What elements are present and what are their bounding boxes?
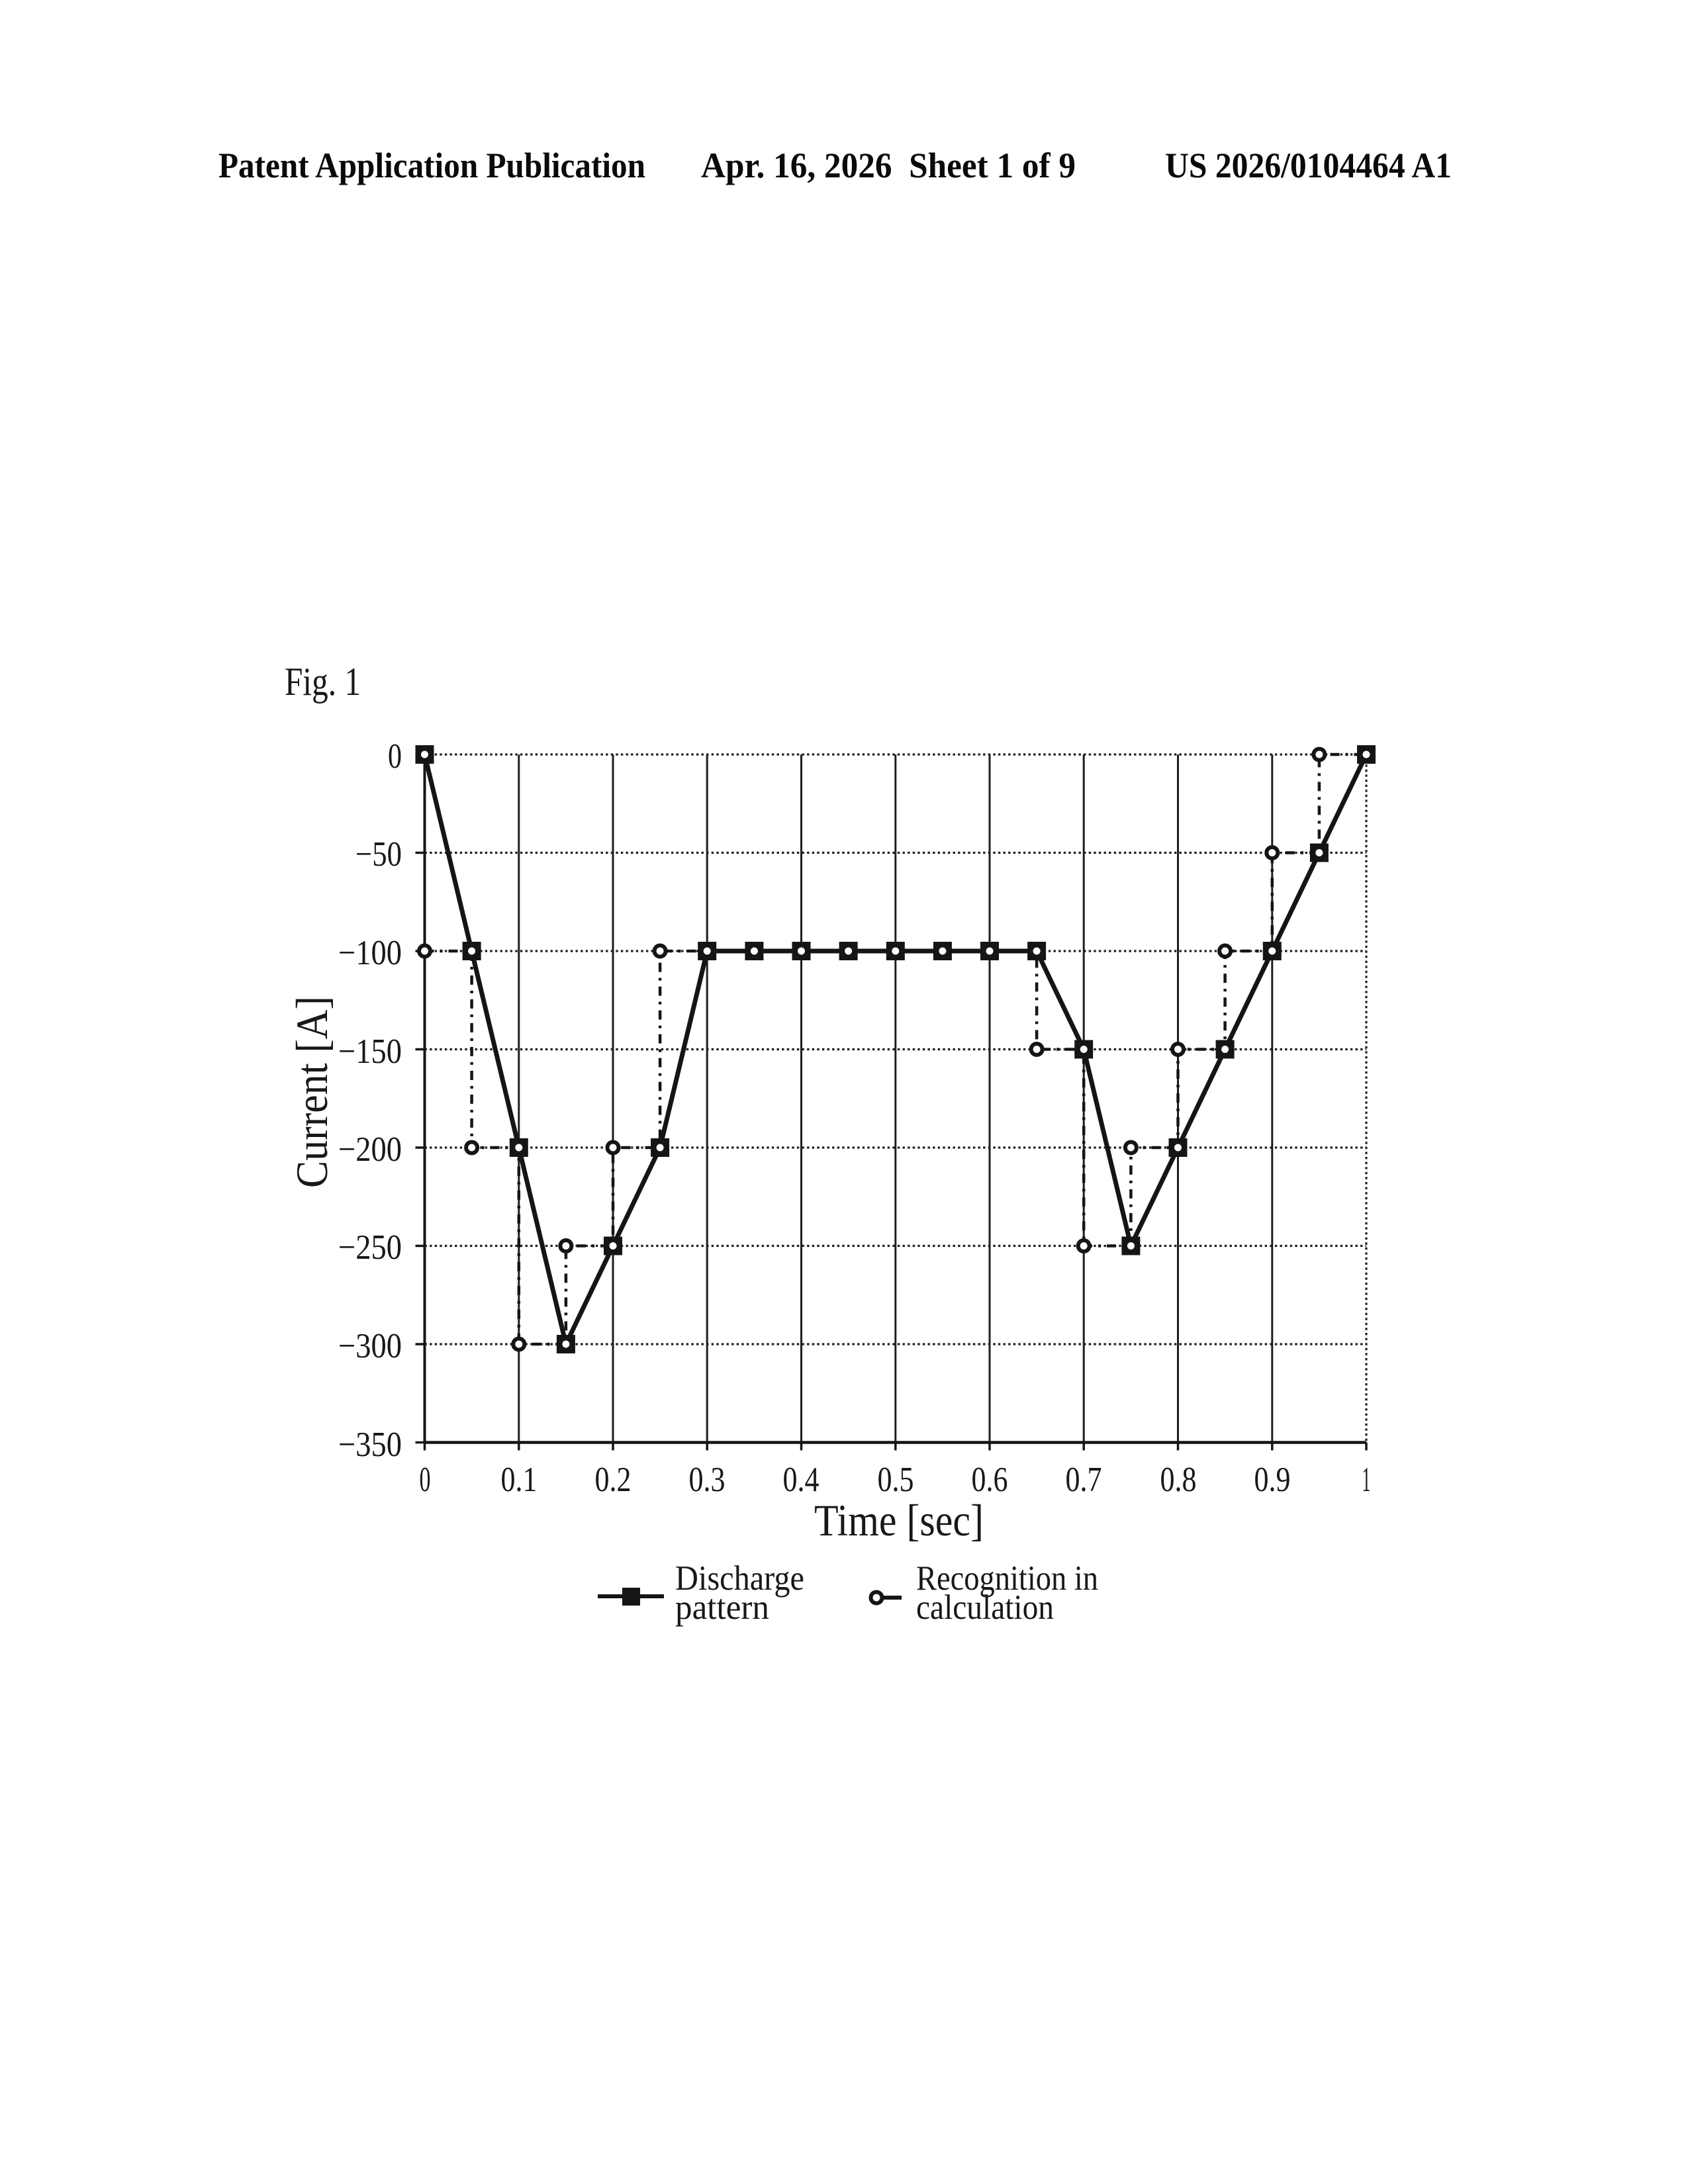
svg-text:1: 1 [1362,1461,1371,1499]
svg-text:Apr. 16, 2026 Sheet 1 of 9: Apr. 16, 2026 Sheet 1 of 9 [701,146,1076,185]
svg-text:calculation: calculation [916,1588,1054,1627]
svg-text:−100: −100 [338,934,402,972]
svg-text:−200: −200 [338,1130,402,1169]
svg-text:Patent Application Publication: Patent Application Publication [218,146,645,185]
svg-text:Discharge: Discharge [675,1559,804,1598]
svg-text:0.2: 0.2 [595,1461,632,1499]
svg-text:0.6: 0.6 [972,1461,1008,1499]
svg-text:Recognition in: Recognition in [916,1559,1098,1598]
svg-text:0: 0 [420,1461,431,1499]
svg-text:0.8: 0.8 [1160,1461,1197,1499]
svg-text:0.4: 0.4 [783,1461,820,1499]
svg-text:−50: −50 [355,835,402,874]
svg-text:Time [sec]: Time [sec] [814,1495,984,1545]
svg-text:Fig. 1: Fig. 1 [285,660,361,704]
svg-text:Current [A]: Current [A] [287,996,337,1188]
svg-text:0.3: 0.3 [689,1461,726,1499]
svg-text:0.7: 0.7 [1066,1461,1102,1499]
svg-text:−150: −150 [338,1032,402,1071]
svg-text:−300: −300 [338,1327,402,1365]
svg-text:0: 0 [388,737,402,776]
svg-text:−350: −350 [338,1426,402,1464]
svg-text:0.9: 0.9 [1254,1461,1291,1499]
svg-text:US 2026/0104464 A1: US 2026/0104464 A1 [1165,146,1452,185]
svg-text:−250: −250 [338,1228,402,1267]
svg-text:0.1: 0.1 [501,1461,538,1499]
svg-text:0.5: 0.5 [878,1461,914,1499]
svg-text:pattern: pattern [675,1588,769,1627]
